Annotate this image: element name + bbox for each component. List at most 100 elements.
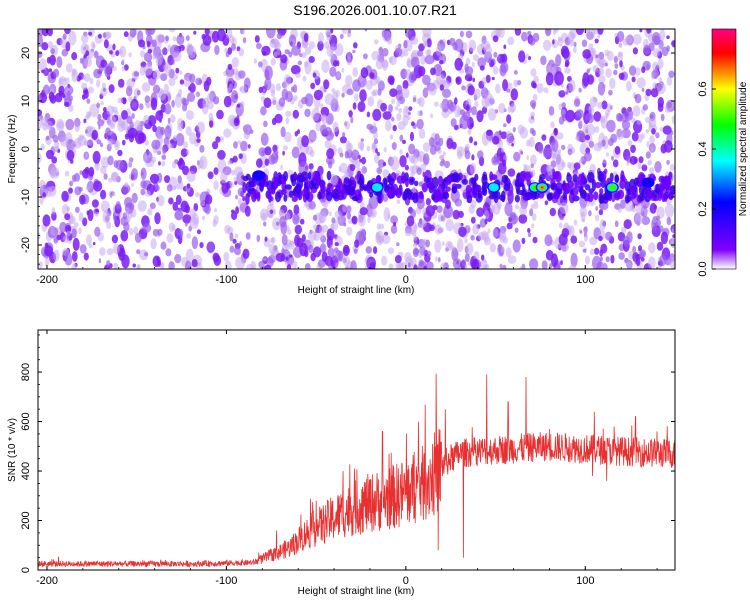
heatmap-cell — [612, 159, 619, 168]
heatmap-cell — [281, 248, 285, 255]
heatmap-cell — [81, 94, 86, 100]
heatmap-cell — [319, 236, 324, 240]
heatmap-peak — [535, 182, 549, 193]
heatmap-cell — [473, 54, 479, 62]
heatmap-cell — [500, 246, 505, 253]
heatmap-cell — [226, 87, 231, 95]
heatmap-cell — [645, 88, 652, 97]
heatmap-peak — [487, 182, 501, 193]
heatmap-cell — [432, 204, 438, 211]
heatmap-cell — [495, 83, 501, 94]
heatmap-cell — [666, 216, 672, 226]
heatmap-cell — [467, 85, 475, 96]
heatmap-cell — [272, 96, 277, 106]
heatmap-cell — [381, 234, 391, 245]
heatmap-cell — [532, 93, 538, 102]
heatmap-cell — [339, 162, 348, 174]
heatmap-cell — [484, 218, 488, 225]
heatmap-cell — [399, 134, 404, 142]
heatmap-cell — [126, 78, 135, 89]
heatmap-cell — [443, 80, 450, 89]
heatmap-cell — [223, 128, 232, 138]
heatmap-cell — [546, 164, 553, 176]
heatmap-cell — [166, 233, 174, 244]
heatmap-cell — [303, 33, 309, 43]
heatmap-cell — [292, 260, 298, 269]
heatmap-cell — [93, 180, 103, 192]
heatmap-band-cell — [245, 193, 250, 205]
heatmap-cell — [346, 51, 352, 59]
heatmap-cell — [82, 168, 90, 179]
heatmap-cell — [533, 200, 539, 210]
heatmap-cell — [117, 97, 124, 104]
heatmap-cell — [147, 48, 153, 54]
heatmap-cells — [38, 29, 675, 269]
heatmap-cell — [652, 48, 660, 58]
heatmap-cell — [269, 38, 280, 49]
heatmap-cell — [292, 84, 298, 93]
heatmap-cell — [656, 82, 666, 95]
colorbar-label: Normalized spectral amplitude — [738, 81, 749, 216]
snr-x-ticks: -200 -100 0 100 — [36, 330, 658, 587]
heatmap-band-cell — [645, 189, 651, 198]
heatmap-cell — [242, 248, 250, 259]
heatmap-cell — [235, 256, 246, 269]
heatmap-band-cell — [638, 184, 645, 196]
heatmap-cell — [619, 60, 623, 68]
heatmap-cell — [669, 137, 673, 141]
heatmap-cell — [178, 228, 184, 238]
heatmap-cell — [358, 214, 366, 227]
heatmap-cell — [557, 148, 562, 154]
heatmap-cell — [111, 191, 116, 197]
heatmap-cell — [301, 51, 307, 59]
heatmap-y-ticks: -20 -10 0 10 20 — [20, 33, 675, 265]
heatmap-cell — [115, 201, 121, 210]
heatmap-cell — [71, 228, 77, 239]
heatmap-cell — [378, 47, 384, 55]
heatmap-cell — [185, 260, 192, 269]
heatmap-cell — [366, 80, 373, 90]
heatmap-cell — [497, 162, 507, 175]
heatmap-cell — [64, 213, 71, 221]
heatmap-cell — [389, 88, 398, 97]
heatmap-cell — [346, 57, 353, 66]
heatmap-cell — [79, 170, 83, 176]
heatmap-cell — [434, 133, 441, 146]
heatmap-cell — [294, 224, 302, 235]
heatmap-cell — [568, 225, 575, 238]
heatmap-cell — [193, 203, 199, 212]
heatmap-cell — [106, 114, 117, 127]
heatmap-cell — [584, 134, 591, 141]
heatmap-cell — [499, 263, 503, 269]
heatmap-cell — [500, 131, 508, 140]
heatmap-cell — [442, 88, 451, 99]
heatmap-cell — [642, 104, 649, 111]
heatmap-cell — [71, 174, 77, 183]
heatmap-cell — [659, 254, 667, 267]
heatmap-cell — [48, 91, 55, 102]
heatmap-cell — [71, 68, 78, 83]
heatmap-cell — [492, 65, 499, 75]
heatmap-cell — [233, 176, 238, 183]
heatmap-cell — [476, 110, 484, 123]
heatmap-cell — [391, 142, 397, 150]
heatmap-cell — [451, 247, 459, 262]
x-tick-label: -200 — [36, 274, 58, 286]
heatmap-cell — [588, 106, 592, 110]
heatmap-cell — [532, 236, 538, 244]
heatmap-band-cell — [404, 188, 410, 196]
heatmap-cell — [605, 152, 609, 157]
heatmap-cell — [585, 29, 596, 40]
heatmap-cell — [168, 261, 175, 269]
heatmap-cell — [206, 241, 215, 254]
heatmap-cell — [389, 134, 394, 140]
heatmap-cell — [196, 138, 201, 143]
y-tick-label: 600 — [20, 412, 32, 430]
heatmap-cell — [335, 262, 339, 269]
heatmap-cell — [505, 247, 512, 258]
heatmap-cell — [261, 45, 271, 56]
heatmap-cell — [157, 228, 163, 236]
heatmap-cell — [305, 263, 311, 269]
heatmap-cell — [280, 164, 283, 171]
heatmap-cell — [481, 131, 490, 146]
